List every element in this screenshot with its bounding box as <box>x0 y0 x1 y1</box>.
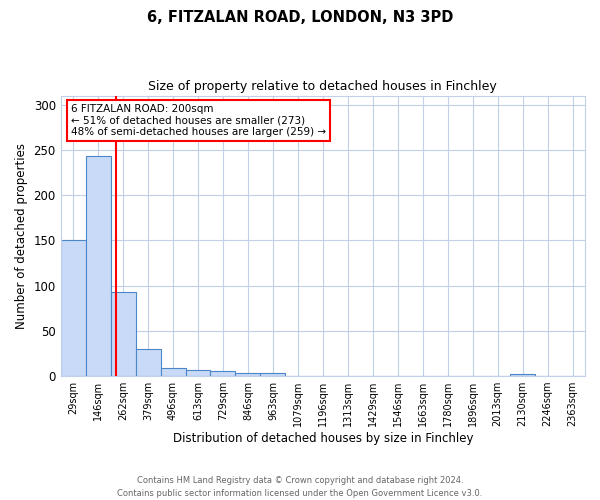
Bar <box>86 156 110 376</box>
Bar <box>136 349 161 376</box>
Bar <box>211 370 235 376</box>
X-axis label: Distribution of detached houses by size in Finchley: Distribution of detached houses by size … <box>173 432 473 445</box>
Text: Contains HM Land Registry data © Crown copyright and database right 2024.
Contai: Contains HM Land Registry data © Crown c… <box>118 476 482 498</box>
Text: 6 FITZALAN ROAD: 200sqm
← 51% of detached houses are smaller (273)
48% of semi-d: 6 FITZALAN ROAD: 200sqm ← 51% of detache… <box>71 104 326 137</box>
Title: Size of property relative to detached houses in Finchley: Size of property relative to detached ho… <box>148 80 497 93</box>
Bar <box>110 292 136 376</box>
Bar <box>61 240 86 376</box>
Text: 6, FITZALAN ROAD, LONDON, N3 3PD: 6, FITZALAN ROAD, LONDON, N3 3PD <box>147 10 453 25</box>
Bar <box>235 374 260 376</box>
Bar <box>161 368 185 376</box>
Y-axis label: Number of detached properties: Number of detached properties <box>15 143 28 329</box>
Bar <box>185 370 211 376</box>
Bar <box>510 374 535 376</box>
Bar <box>260 374 286 376</box>
